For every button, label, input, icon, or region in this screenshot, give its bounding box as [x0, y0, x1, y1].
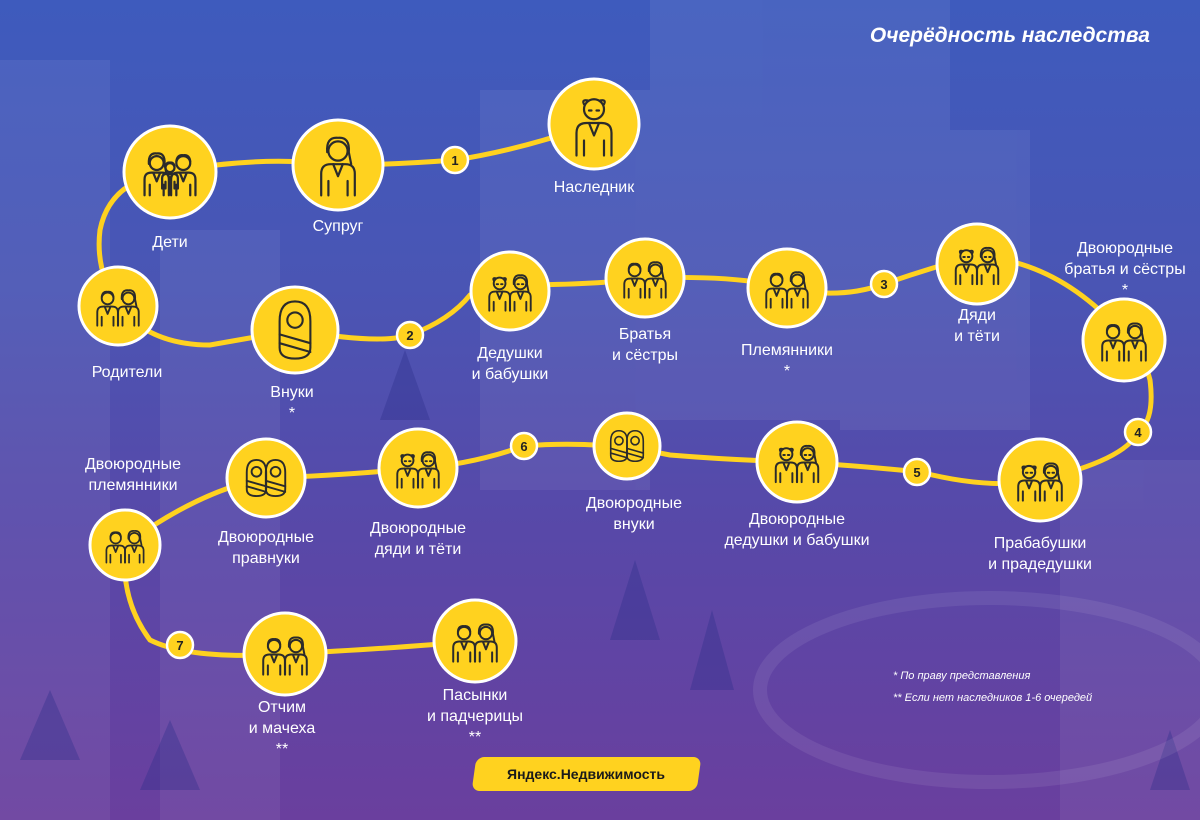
woman-icon	[320, 136, 356, 197]
label-cousin-grandparents: Двоюродные дедушки и бабушки	[724, 511, 870, 549]
node-great-grandparents	[997, 437, 1083, 523]
old-man-icon	[575, 98, 613, 157]
queue-marker-4: 4	[1123, 417, 1153, 447]
node-siblings	[604, 237, 686, 319]
label-parents: Родители	[91, 364, 163, 381]
queue-number: 3	[880, 277, 887, 292]
node-uncles	[935, 222, 1019, 306]
queue-number: 1	[451, 153, 458, 168]
queue-number: 7	[176, 638, 183, 653]
page-title: Очерёдность наследства	[869, 24, 1150, 47]
label-cousins: Двоюродные братья и сёстры *	[1064, 240, 1186, 299]
node-circle	[432, 598, 518, 684]
queue-marker-5: 5	[902, 457, 932, 487]
elderly-couple-icon	[1017, 462, 1063, 502]
node-circle	[1081, 297, 1167, 383]
label-uncles: Дяди и тёти	[954, 307, 1000, 345]
brand-label: Яндекс.Недвижимость	[507, 766, 666, 782]
node-cousin-great-grandchildren	[225, 437, 307, 519]
queue-marker-6: 6	[509, 431, 539, 461]
elderly-couple-icon	[954, 246, 1000, 286]
node-circle	[755, 420, 839, 504]
node-children	[122, 124, 218, 220]
label-children: Дети	[152, 234, 188, 251]
node-circle	[77, 265, 159, 347]
label-step-parents: Отчим и мачеха **	[248, 699, 316, 758]
couple-icon	[262, 636, 308, 676]
label-heir: Наследник	[553, 179, 635, 196]
node-spouse	[291, 118, 385, 212]
couple-icon	[452, 623, 498, 663]
node-circle	[242, 611, 328, 697]
node-circle	[746, 247, 828, 329]
label-grandparents: Дедушки и бабушки	[471, 345, 549, 383]
label-cousin-uncles: Двоюродные дяди и тёти	[369, 520, 467, 558]
node-cousin-grandchildren	[592, 411, 662, 481]
node-step-parents	[242, 611, 328, 697]
label-step-children: Пасынки и падчерицы **	[426, 687, 524, 746]
node-grandparents	[469, 250, 551, 332]
label-cousin-great-grandchildren: Двоюродные правнуки	[217, 529, 315, 567]
couple-icon	[1101, 322, 1147, 362]
label-grandchildren: Внуки *	[270, 384, 314, 422]
queue-number: 4	[1134, 425, 1142, 440]
footnote-no-heirs: ** Если нет наследников 1-6 очередей	[893, 692, 1093, 704]
label-siblings: Братья и сёстры	[611, 326, 679, 364]
node-nephews	[746, 247, 828, 329]
queue-number: 5	[913, 465, 920, 480]
elderly-couple-icon	[396, 451, 440, 489]
couple-icon	[96, 289, 140, 327]
node-step-children	[432, 598, 518, 684]
baby-icon	[278, 300, 312, 360]
label-cousin-grandchildren: Двоюродные внуки	[585, 495, 683, 533]
node-cousin-nephews	[88, 508, 162, 582]
queue-marker-1: 1	[440, 145, 470, 175]
queue-number: 2	[406, 328, 413, 343]
path-line	[96, 121, 1154, 658]
couple-icon	[765, 271, 809, 309]
node-circle	[469, 250, 551, 332]
node-cousin-uncles	[377, 427, 459, 509]
footnote-representation: * По праву представления	[893, 670, 1031, 682]
twin-babies-icon	[245, 459, 287, 497]
label-nephews: Племянники *	[741, 342, 833, 380]
node-cousin-grandparents	[755, 420, 839, 504]
label-spouse: Супруг	[312, 218, 364, 235]
twin-babies-icon	[609, 429, 645, 463]
label-cousin-nephews: Двоюродные племянники	[84, 456, 182, 494]
brand-badge: Яндекс.Недвижимость	[471, 757, 702, 791]
node-circle	[935, 222, 1019, 306]
couple-icon	[105, 530, 145, 564]
node-heir	[547, 77, 641, 171]
node-circle	[250, 285, 340, 375]
node-parents	[77, 265, 159, 347]
queue-number: 6	[520, 439, 527, 454]
queue-marker-3: 3	[869, 269, 899, 299]
node-grandchildren	[250, 285, 340, 375]
node-circle	[88, 508, 162, 582]
label-great-grandparents: Прабабушки и прадедушки	[988, 535, 1092, 573]
queue-marker-7: 7	[165, 630, 195, 660]
node-circle	[604, 237, 686, 319]
queue-marker-2: 2	[395, 320, 425, 350]
elderly-couple-icon	[488, 274, 532, 312]
family-icon	[143, 152, 197, 197]
elderly-couple-icon	[774, 444, 820, 484]
couple-icon	[623, 261, 667, 299]
node-cousins	[1081, 297, 1167, 383]
node-circle	[377, 427, 459, 509]
node-circle	[997, 437, 1083, 523]
